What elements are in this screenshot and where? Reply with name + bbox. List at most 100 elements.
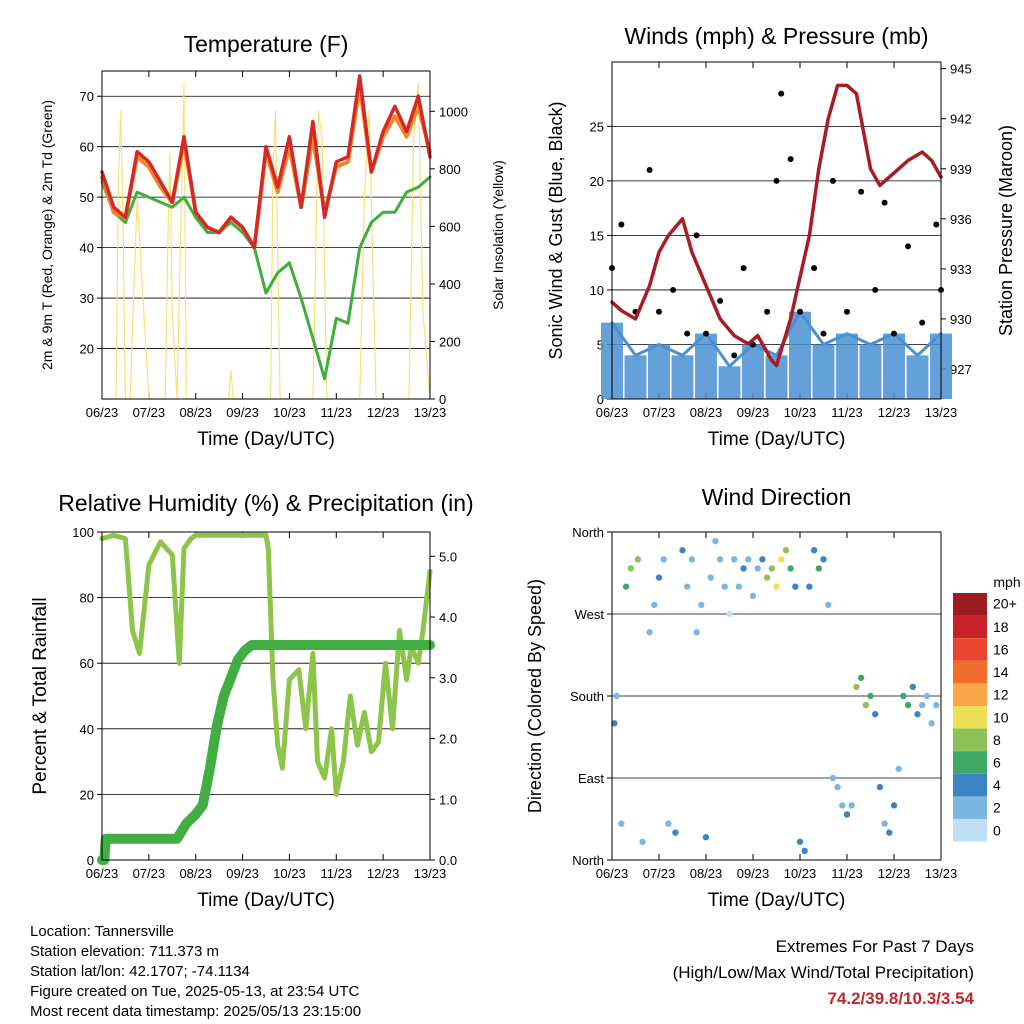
y2-tick-label: 1.0 xyxy=(439,792,457,807)
colorbar-swatch xyxy=(953,683,987,706)
y-tick-label: North xyxy=(572,525,604,540)
colorbar-label: 6 xyxy=(993,755,1001,771)
wind-bar xyxy=(789,311,811,399)
colorbar-swatch xyxy=(953,751,987,774)
direction-point xyxy=(923,692,931,700)
gust-point xyxy=(905,243,912,250)
direction-point xyxy=(801,847,808,855)
panel-2: Winds (mph) & Pressure (mb) 06/23 07/23 08/… xyxy=(546,23,1016,450)
x-tick-label: 09/23 xyxy=(226,866,259,881)
direction-point xyxy=(843,811,851,818)
y2-tick-label: 2.0 xyxy=(439,732,457,747)
colorbar-label: 8 xyxy=(993,732,1001,748)
plot-frame xyxy=(101,70,431,400)
y2-tick-label: 400 xyxy=(439,277,461,292)
y-tick-label: 70 xyxy=(80,89,94,104)
direction-point xyxy=(660,556,667,563)
gust-point xyxy=(811,265,818,272)
gust-point xyxy=(684,330,691,337)
x-tick-label: 06/23 xyxy=(596,405,629,420)
gust-point xyxy=(646,166,653,173)
pressure-series xyxy=(610,83,943,368)
latlon-text: Station lat/lon: 42.1707; -74.1134 xyxy=(30,963,250,980)
direction-point xyxy=(900,692,907,700)
direction-point xyxy=(622,583,630,590)
direction-point xyxy=(862,701,869,709)
y-tick-label: 60 xyxy=(80,140,94,155)
x-tick-label: 12/23 xyxy=(367,405,400,420)
x-tick-label: 12/23 xyxy=(878,405,911,420)
y2-tick-label: 0 xyxy=(439,392,446,407)
direction-point xyxy=(745,556,752,563)
x-tick-label: 08/23 xyxy=(179,866,212,881)
direction-point xyxy=(611,720,618,727)
direction-point xyxy=(867,692,874,700)
y2-tick-label: 933 xyxy=(950,262,972,277)
y2-tick-label: 945 xyxy=(950,62,972,77)
wind-bar xyxy=(765,355,788,399)
y-tick-label: 60 xyxy=(80,656,94,671)
panel-title: Relative Humidity (%) & Precipitation (i… xyxy=(58,490,473,516)
y-axis-label: 2m & 9m T (Red, Orange) & 2m Td (Green) xyxy=(39,100,55,370)
gust-point xyxy=(787,156,794,163)
gust-point xyxy=(693,232,700,239)
y-tick-label: 25 xyxy=(590,119,604,134)
panel-4: Wind Direction 06/23 07/23 08/23 09/23 10/23 1… xyxy=(525,484,957,911)
created-text: Figure created on Tue, 2025-05-13, at 23… xyxy=(30,983,360,1000)
colorbar-label: 0 xyxy=(993,822,1001,838)
colorbar-swatch xyxy=(953,796,987,819)
x-tick-label: 12/23 xyxy=(878,866,911,881)
extremes-subtitle: (High/Low/Max Wind/Total Precipitation) xyxy=(672,963,974,982)
direction-point xyxy=(665,820,672,827)
x-tick-label: 11/23 xyxy=(831,405,863,420)
direction-point xyxy=(782,547,790,554)
extremes-values: 74.2/39.8/10.3/3.54 xyxy=(827,989,974,1008)
colorbar-swatch xyxy=(953,638,987,661)
gust-point xyxy=(872,286,879,293)
y-tick-label: East xyxy=(578,771,604,786)
direction-point xyxy=(820,556,827,563)
panel-title: Temperature (F) xyxy=(184,31,349,57)
panel-3: Relative Humidity (%) & Precipitation (i… xyxy=(30,490,474,911)
direction-point xyxy=(928,720,935,727)
plot-frame xyxy=(101,531,431,861)
x-tick-label: 06/23 xyxy=(86,405,119,420)
direction-point xyxy=(853,683,860,691)
colorbar-label: 16 xyxy=(993,642,1009,658)
colorbar-label: 18 xyxy=(993,619,1009,635)
y2-tick-label: 200 xyxy=(439,334,461,349)
y2-tick-label: 0.0 xyxy=(439,853,457,868)
direction-point xyxy=(904,701,912,709)
gust-point xyxy=(703,330,709,337)
panel-title: Wind Direction xyxy=(702,484,852,510)
x-axis-label: Time (Day/UTC) xyxy=(197,429,335,450)
latest-text: Most recent data timestamp: 2025/05/13 2… xyxy=(30,1003,362,1020)
y-axis-label: Sonic Wind & Gust (Blue, Black) xyxy=(546,101,566,359)
y-tick-label: 0 xyxy=(87,853,94,868)
colorbar-swatch xyxy=(953,615,987,639)
x-tick-label: 10/23 xyxy=(273,866,306,881)
x-tick-label: 06/23 xyxy=(86,866,119,881)
x-tick-label: 13/23 xyxy=(414,866,447,881)
direction-point xyxy=(613,692,620,700)
x-tick-label: 09/23 xyxy=(226,405,259,420)
x-tick-label: 09/23 xyxy=(737,866,770,881)
y-tick-label: South xyxy=(570,689,604,704)
x-tick-label: 11/23 xyxy=(320,866,352,881)
gust-point xyxy=(773,177,780,184)
gust-point xyxy=(740,265,747,272)
gust-point xyxy=(829,177,836,184)
direction-point xyxy=(773,583,780,590)
colorbar-title: mph xyxy=(993,574,1020,590)
wind-bar xyxy=(671,355,694,399)
y2-tick-label: 5.0 xyxy=(439,549,457,564)
x-tick-label: 10/23 xyxy=(784,405,817,420)
direction-point xyxy=(672,829,679,836)
y-tick-label: 15 xyxy=(590,228,604,243)
direction-point xyxy=(754,565,761,572)
direction-point xyxy=(679,547,686,554)
direction-point xyxy=(688,556,696,563)
wind-bar xyxy=(742,344,764,399)
direction-point xyxy=(627,565,634,572)
gust-point xyxy=(670,286,677,293)
